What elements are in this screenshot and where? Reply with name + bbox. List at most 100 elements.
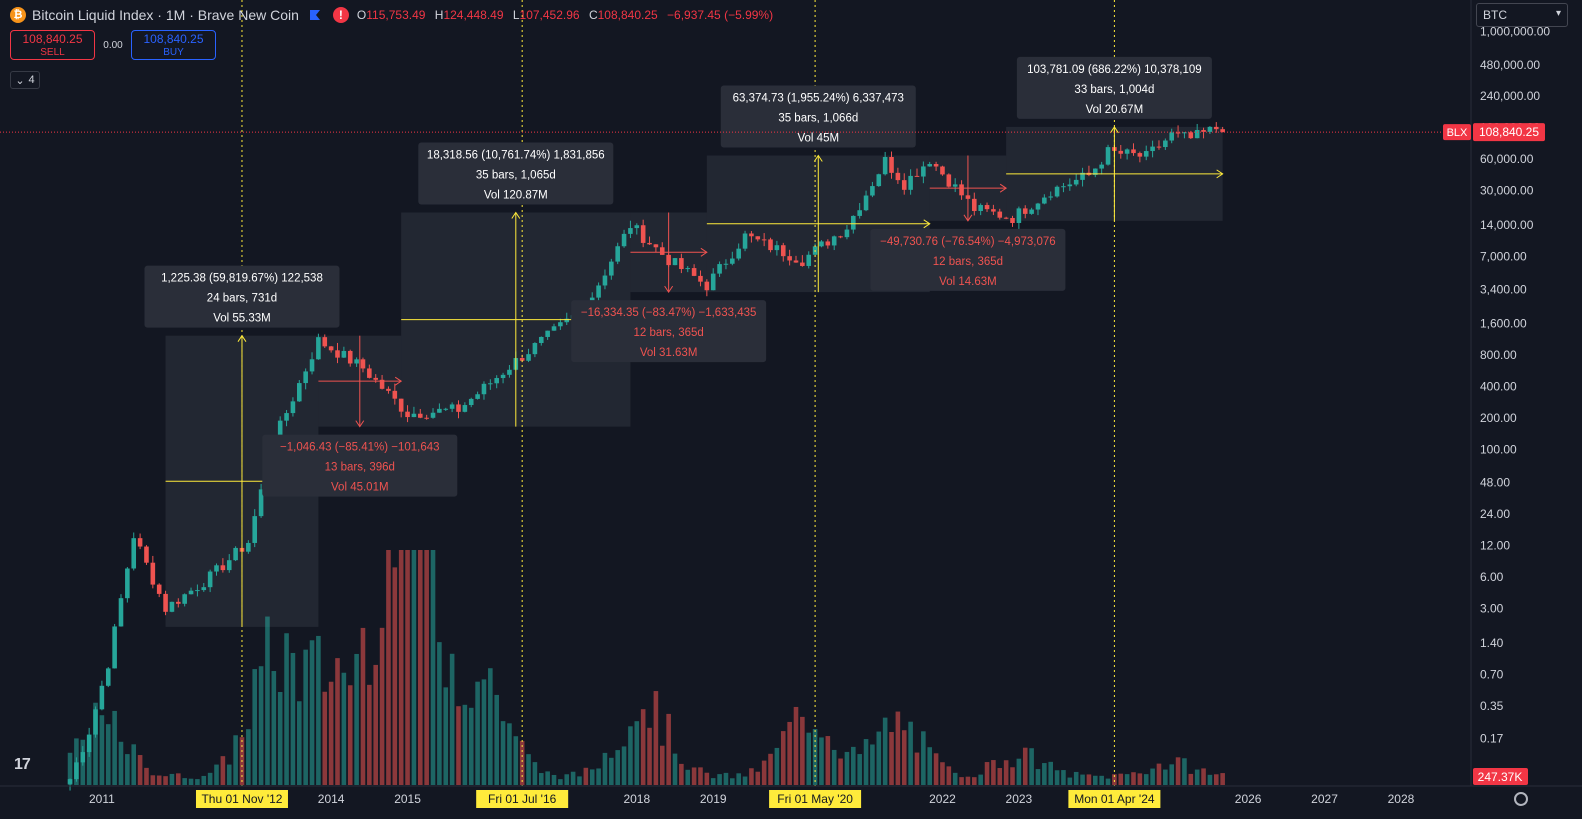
volume-bar — [1143, 774, 1149, 785]
arrow-head-icon — [237, 334, 247, 342]
candle-body — [997, 211, 1003, 218]
candle-body — [685, 268, 691, 270]
range-label-box — [144, 265, 340, 328]
ohlc-open-value: 115,753.49 — [366, 8, 426, 22]
arrow-head-icon — [1216, 169, 1224, 179]
volume-bar — [322, 691, 328, 785]
volume-bar — [1022, 747, 1028, 785]
price-tick-label: 24.00 — [1480, 507, 1510, 521]
candle-body — [182, 594, 187, 604]
candle-body — [1201, 130, 1206, 132]
candle-body — [538, 336, 544, 344]
ohlc-close-key: C — [588, 8, 598, 22]
candle-body — [456, 404, 461, 412]
candle-body — [1220, 129, 1225, 133]
volume-bar — [640, 709, 646, 785]
sell-button[interactable]: 108,840.25 SELL — [10, 30, 95, 60]
candle-body — [99, 685, 105, 710]
ohlc-low-value: 107,452.96 — [519, 8, 580, 22]
range-label-text: 103,781.09 (686.22%) 10,378,109 — [1027, 64, 1202, 76]
vertical-line-date-label: Fri 01 Jul '16 — [488, 792, 557, 806]
volume-bar — [1163, 769, 1168, 785]
candle-body — [398, 398, 404, 412]
chart-header: ₿ Bitcoin Liquid Index · 1M · Brave New … — [10, 6, 779, 24]
candle-body — [844, 229, 850, 238]
volume-bar — [901, 730, 907, 785]
candle-body — [105, 668, 111, 686]
indicators-toggle-button[interactable]: ⌄ 4 — [10, 71, 40, 89]
candle-body — [347, 350, 353, 364]
volume-bar — [647, 727, 652, 785]
candle-body — [921, 166, 926, 177]
volume-bar — [589, 769, 595, 785]
volume-bar — [176, 773, 181, 785]
volume-bar — [335, 658, 340, 785]
chart-title[interactable]: Bitcoin Liquid Index · 1M · Brave New Co… — [32, 7, 299, 23]
candle-body — [927, 164, 933, 167]
volume-bar — [761, 760, 767, 785]
price-tick-label: 0.35 — [1480, 699, 1504, 713]
volume-bar — [577, 776, 582, 785]
volume-bar — [621, 746, 627, 785]
range-label-box — [1016, 56, 1212, 119]
volume-bar — [679, 763, 684, 785]
volume-bar — [226, 764, 232, 785]
candle-body — [1022, 208, 1028, 214]
buy-button[interactable]: 108,840.25 BUY — [131, 30, 216, 60]
volume-bar — [398, 550, 404, 785]
candle-body — [86, 734, 92, 753]
alert-icon[interactable]: ! — [332, 7, 349, 23]
candle-body — [386, 388, 391, 391]
time-tick-label: 2014 — [318, 792, 345, 806]
candle-body — [1194, 130, 1200, 139]
volume-bar — [125, 754, 130, 785]
time-axis[interactable]: 2011 2014 2015 2018 2019 2022 2023 2026 2027 2028… — [89, 790, 1415, 808]
candle-body — [972, 198, 977, 211]
time-tick-label: 2028 — [1388, 792, 1415, 806]
time-tick-label: 2026 — [1235, 792, 1262, 806]
arrow-head-icon — [511, 211, 521, 219]
candle-body — [774, 245, 780, 251]
price-tick-label: 0.17 — [1480, 732, 1504, 746]
volume-bar — [424, 550, 429, 785]
price-tick-label: 6.00 — [1480, 570, 1504, 584]
volume-bar — [1156, 763, 1162, 785]
ohlc-low-key: L — [512, 8, 520, 22]
candle-body — [392, 390, 398, 399]
volume-bar — [659, 745, 665, 785]
volume-label: 247.37K — [1478, 770, 1523, 784]
volume-bar — [1054, 770, 1060, 785]
candle-body — [819, 241, 824, 247]
volume-bar — [188, 778, 194, 785]
ohlc-high-value: 124,448.49 — [443, 8, 504, 22]
price-tick-label: 100.00 — [1480, 442, 1517, 456]
candle-body — [532, 343, 538, 355]
price-tick-label: 7,000.00 — [1480, 250, 1527, 264]
candle-body — [201, 587, 207, 591]
candle-body — [914, 175, 920, 177]
time-tick-label: 2011 — [89, 792, 115, 806]
candle-body — [379, 379, 385, 389]
volume-bar — [1010, 767, 1015, 785]
candle-body — [857, 210, 862, 216]
candle-body — [303, 371, 308, 384]
candle-body — [959, 184, 964, 196]
range-label-text: 13 bars, 396d — [325, 462, 395, 474]
volume-bar — [793, 706, 799, 785]
volume-bar — [545, 771, 550, 785]
flag-icon[interactable] — [309, 9, 321, 21]
volume-bar — [844, 751, 850, 785]
volume-bar — [1118, 773, 1124, 785]
volume-bar — [1080, 774, 1085, 785]
candle-body — [449, 404, 455, 409]
candle-body — [284, 413, 289, 421]
tradingview-logo-icon[interactable]: 17 — [14, 756, 31, 773]
volume-bar — [246, 729, 251, 785]
volume-bar — [978, 774, 983, 785]
gear-icon[interactable] — [1514, 792, 1528, 806]
candle-body — [749, 233, 754, 237]
candle-body — [647, 242, 652, 245]
symbol-search-input[interactable]: BTC ▾ — [1476, 3, 1568, 27]
volume-bar — [144, 767, 149, 785]
